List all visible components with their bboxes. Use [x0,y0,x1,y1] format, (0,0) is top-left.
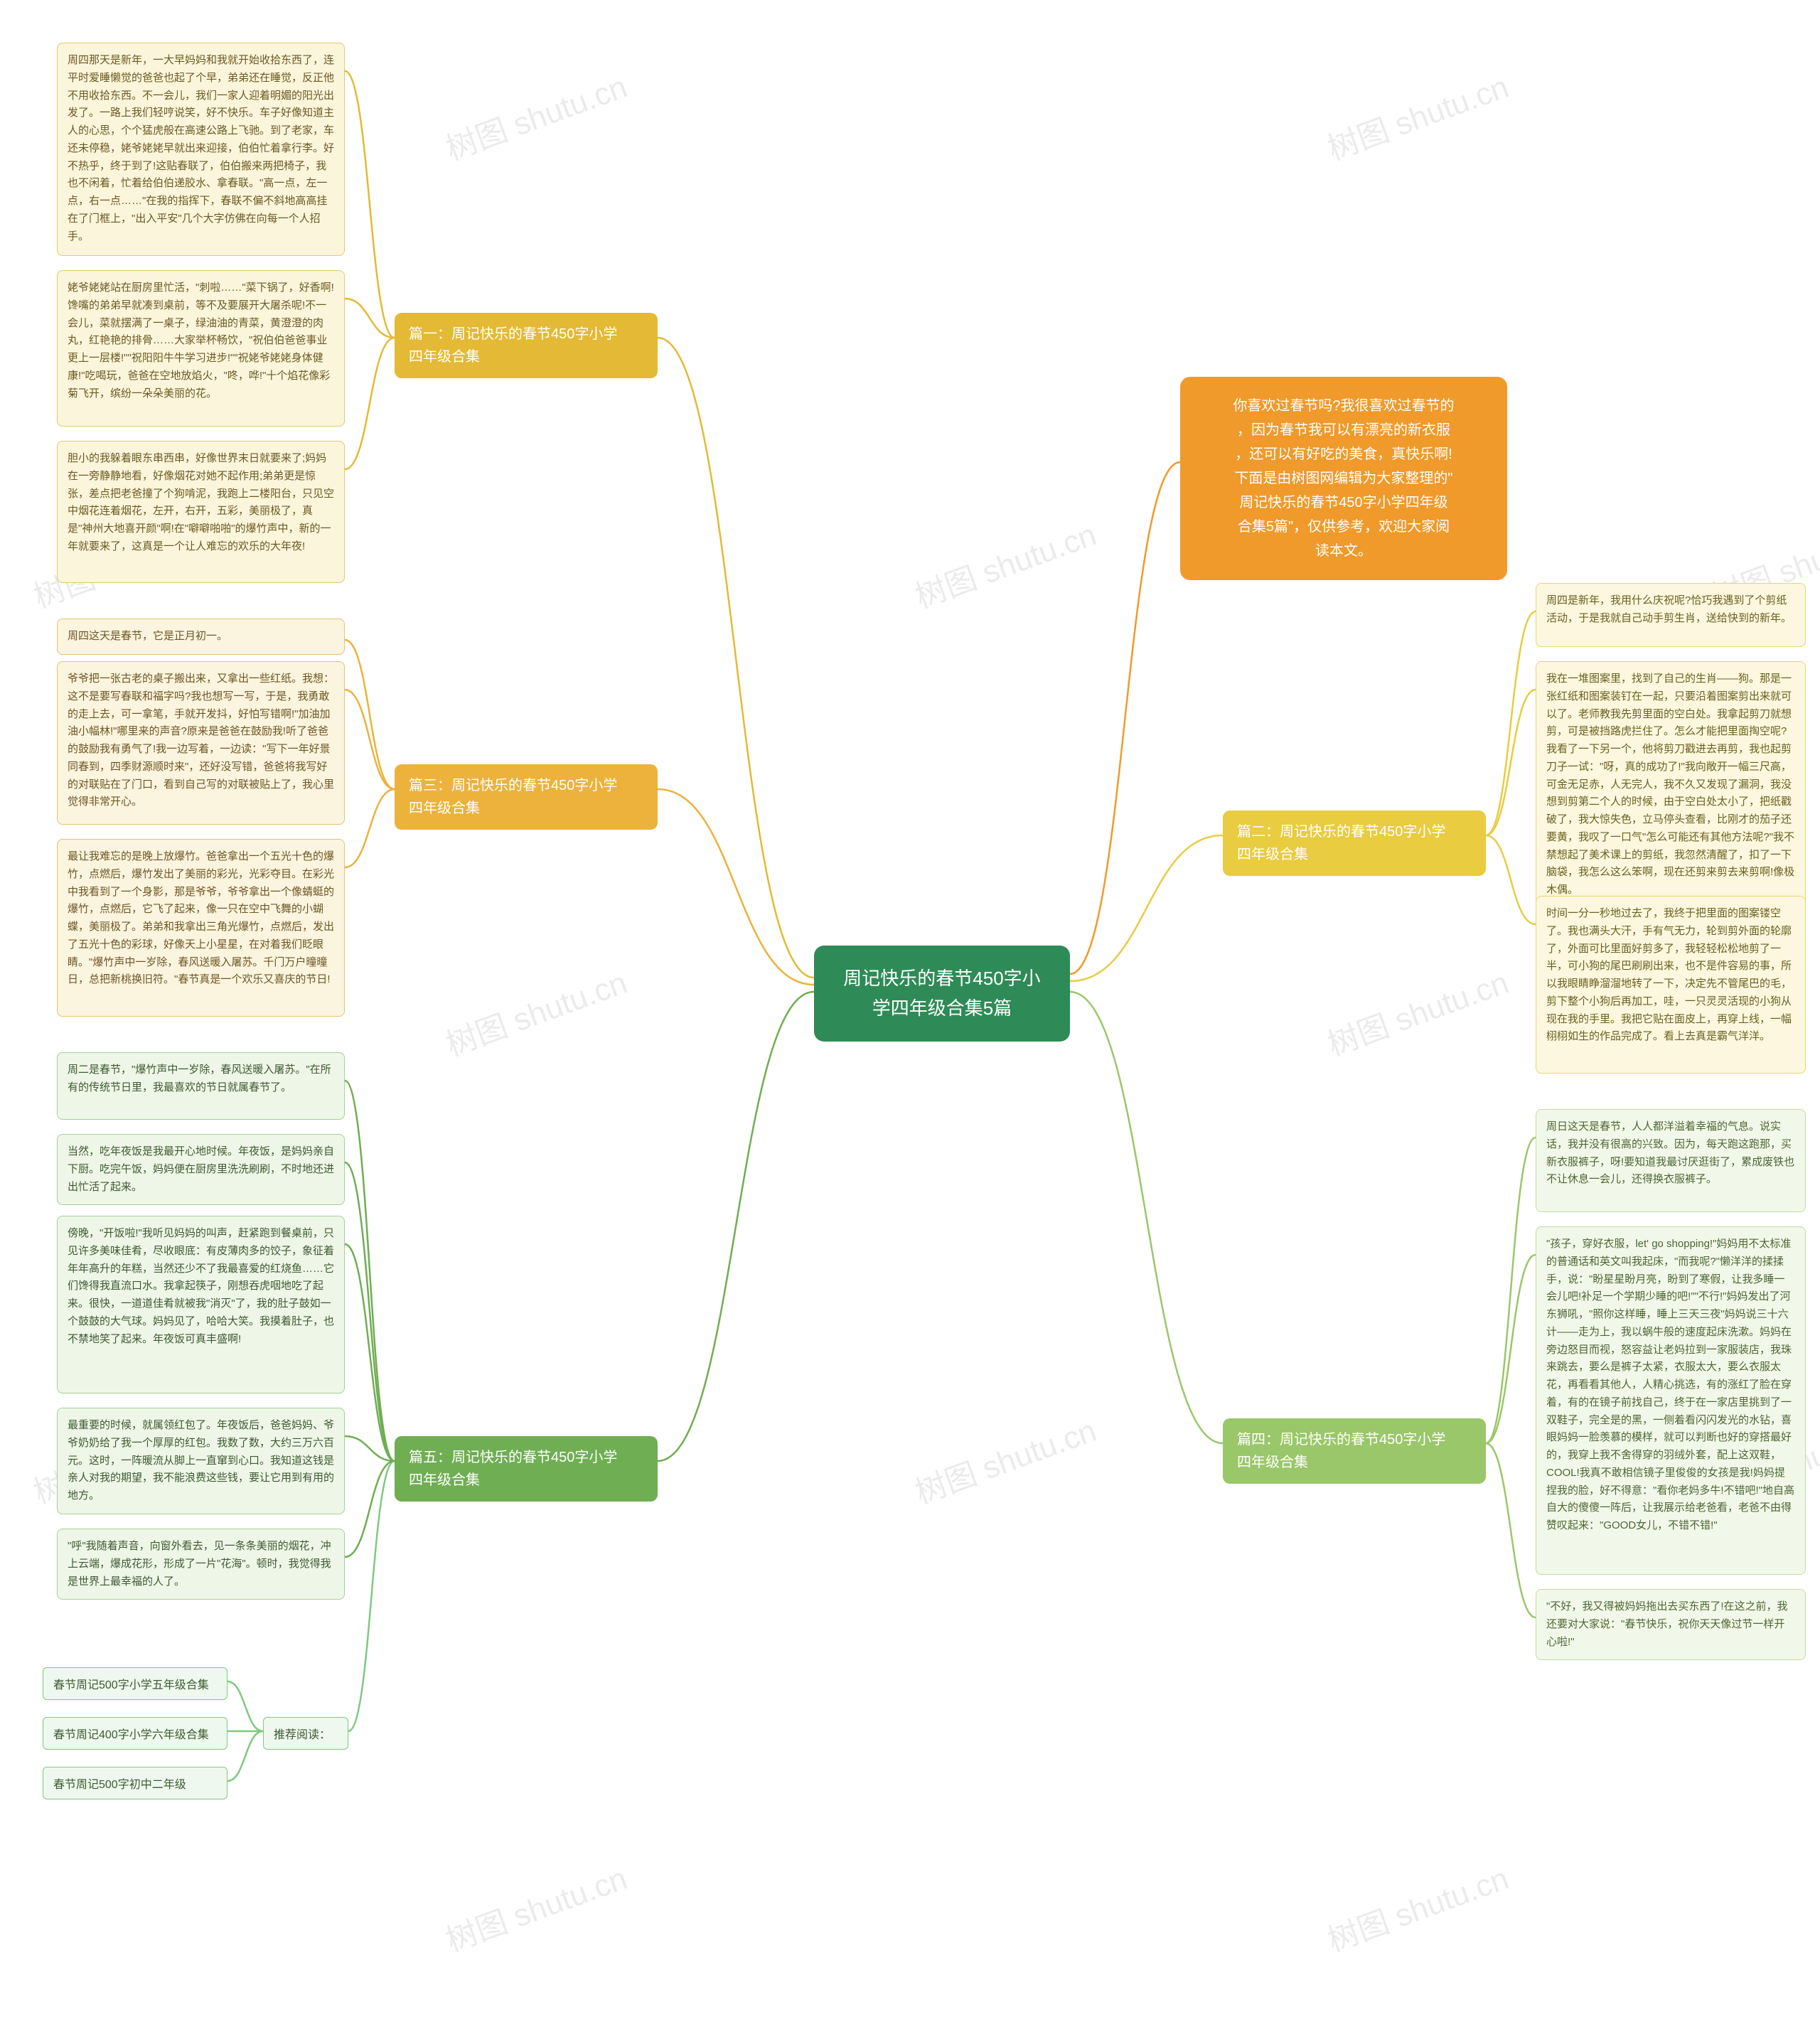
watermark-text: 树图 shutu.cn [908,1405,1101,1512]
leaf-node: 爷爷把一张古老的桌子搬出来，又拿出一些红纸。我想：这不是要写春联和福字吗?我也想… [57,661,345,825]
recommend-item: 春节周记400字小学六年级合集 [43,1717,228,1750]
watermark-text: 树图 shutu.cn [908,509,1101,616]
leaf-node: "不好，我又得被妈妈拖出去买东西了!在这之前，我还要对大家说："春节快乐，祝你天… [1536,1589,1806,1660]
branch-node: 篇四：周记快乐的春节450字小学四年级合集 [1223,1418,1486,1484]
mindmap-center-node: 周记快乐的春节450字小学四年级合集5篇 [814,946,1070,1042]
watermark-text: 树图 shutu.cn [439,61,632,168]
branch-node: 篇二：周记快乐的春节450字小学四年级合集 [1223,810,1486,876]
leaf-node: 周日这天是春节，人人都洋溢着幸福的气息。说实话，我并没有很高的兴致。因为，每天跑… [1536,1109,1806,1212]
watermark-text: 树图 shutu.cn [439,957,632,1064]
branch-node: 篇三：周记快乐的春节450字小学四年级合集 [395,764,658,830]
leaf-node: 周四是新年，我用什么庆祝呢?恰巧我遇到了个剪纸活动，于是我就自己动手剪生肖，送给… [1536,583,1806,647]
watermark-text: 树图 shutu.cn [439,1853,632,1960]
recommend-label: 推荐阅读： [263,1717,348,1750]
leaf-node: "呼"我随着声音，向窗外看去，见一条条美丽的烟花，冲上云端，爆成花形，形成了一片… [57,1529,345,1600]
leaf-node: 最让我难忘的是晚上放爆竹。爸爸拿出一个五光十色的爆竹，点燃后，爆竹发出了美丽的彩… [57,839,345,1017]
leaf-node: "孩子，穿好衣服，let' go shopping!"妈妈用不太标准的普通话和英… [1536,1226,1806,1575]
branch-node: 篇五：周记快乐的春节450字小学四年级合集 [395,1436,658,1502]
branch-node: 篇一：周记快乐的春节450字小学四年级合集 [395,313,658,378]
intro-text: 你喜欢过春节吗?我很喜欢过春节的，因为春节我可以有漂亮的新衣服，还可以有好吃的美… [1233,398,1454,559]
recommend-item: 春节周记500字初中二年级 [43,1767,228,1799]
watermark-text: 树图 shutu.cn [1320,61,1514,168]
leaf-node: 姥爷姥姥站在厨房里忙活，"刺啦……"菜下锅了，好香啊!馋嘴的弟弟早就凑到桌前，等… [57,270,345,427]
leaf-node: 时间一分一秒地过去了，我终于把里面的图案镂空了。我也满头大汗，手有气无力，轮到剪… [1536,896,1806,1074]
leaf-node: 我在一堆图案里，找到了自己的生肖——狗。那是一张红纸和图案装钉在一起，只要沿着图… [1536,661,1806,909]
watermark-text: 树图 shutu.cn [1320,1853,1514,1960]
leaf-node: 周四那天是新年，一大早妈妈和我就开始收拾东西了，连平时爱睡懒觉的爸爸也起了个早，… [57,43,345,256]
leaf-node: 当然，吃年夜饭是我最开心地时候。年夜饭，是妈妈亲自下厨。吃完午饭，妈妈便在厨房里… [57,1134,345,1205]
leaf-node: 傍晚，"开饭啦!"我听见妈妈的叫声，赶紧跑到餐桌前，只见许多美味佳肴，尽收眼底：… [57,1216,345,1393]
recommend-item: 春节周记500字小学五年级合集 [43,1667,228,1700]
center-title: 周记快乐的春节450字小学四年级合集5篇 [843,968,1040,1019]
mindmap-intro-node: 你喜欢过春节吗?我很喜欢过春节的，因为春节我可以有漂亮的新衣服，还可以有好吃的美… [1180,377,1507,580]
leaf-node: 胆小的我躲着眼东串西串，好像世界末日就要来了;妈妈在一旁静静地看，好像烟花对她不… [57,441,345,583]
leaf-node: 最重要的时候，就属领红包了。年夜饭后，爸爸妈妈、爷爷奶奶给了我一个厚厚的红包。我… [57,1408,345,1514]
leaf-node: 周二是春节，"爆竹声中一岁除，春风送暖入屠苏。"在所有的传统节日里，我最喜欢的节… [57,1052,345,1120]
watermark-text: 树图 shutu.cn [1320,957,1514,1064]
leaf-node: 周四这天是春节，它是正月初一。 [57,619,345,655]
